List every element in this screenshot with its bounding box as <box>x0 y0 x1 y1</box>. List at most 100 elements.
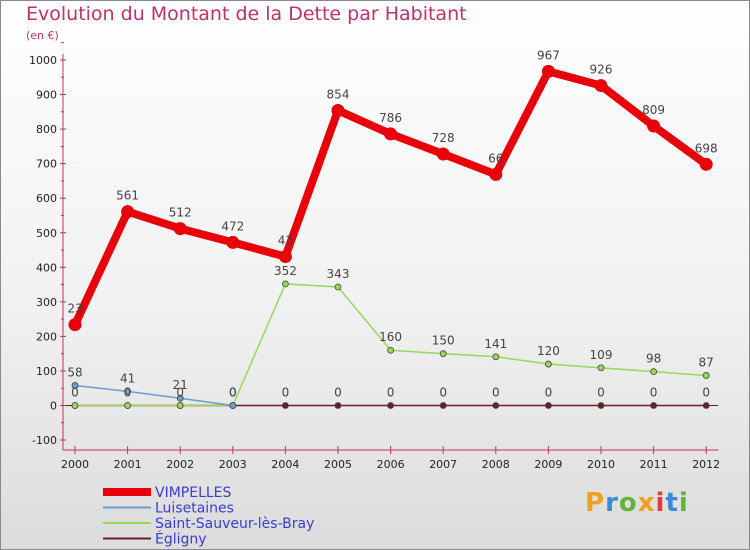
chart-subtitle: (en €) <box>26 29 59 42</box>
data-label: 0 <box>702 386 710 400</box>
data-point <box>594 79 608 93</box>
data-point <box>647 119 661 133</box>
data-label: 343 <box>327 267 350 281</box>
y-tick-label: 1000 <box>29 54 57 67</box>
data-point <box>173 222 187 236</box>
data-point <box>545 402 552 409</box>
data-label: 0 <box>439 386 447 400</box>
data-point <box>334 283 342 291</box>
data-label: 0 <box>176 386 184 400</box>
x-tick-label: 2009 <box>534 458 562 471</box>
data-label: 352 <box>274 264 297 278</box>
data-point <box>226 235 240 249</box>
data-label: 472 <box>221 219 244 233</box>
data-label: 58 <box>67 365 82 379</box>
y-tick-label: 300 <box>36 296 57 309</box>
data-label: 728 <box>432 131 455 145</box>
data-point <box>384 127 398 141</box>
data-point <box>492 402 500 409</box>
data-label: 98 <box>646 352 661 366</box>
data-point <box>229 402 237 409</box>
data-label: 809 <box>642 103 665 117</box>
data-point <box>176 402 184 409</box>
y-tick-label: 200 <box>36 330 57 343</box>
y-tick-label: 700 <box>36 158 57 171</box>
data-point <box>439 402 447 409</box>
x-tick-label: 2006 <box>377 458 405 471</box>
data-point <box>278 250 292 264</box>
data-label: 0 <box>650 386 658 400</box>
chart-title: Evolution du Montant de la Dette par Hab… <box>26 3 467 25</box>
data-point <box>121 205 135 219</box>
data-label: 967 <box>537 48 560 62</box>
data-label: 0 <box>229 386 237 400</box>
y-tick-label: 100 <box>36 365 57 378</box>
data-label: 43 <box>278 234 293 248</box>
x-tick-label: 2005 <box>324 458 352 471</box>
data-label: 0 <box>492 386 500 400</box>
y-tick-label: 400 <box>36 261 57 274</box>
data-point <box>541 64 555 78</box>
data-label: 0 <box>545 386 553 400</box>
y-tick-label: 500 <box>36 227 57 240</box>
data-label: 698 <box>695 141 718 155</box>
legend: VIMPELLESLuisetainesSaint-Sauveur-lès-Br… <box>103 485 314 548</box>
x-tick-label: 2004 <box>271 458 299 471</box>
data-label: 21 <box>173 378 188 392</box>
data-label: 0 <box>71 386 79 400</box>
series-line <box>74 384 234 407</box>
series-line <box>71 67 711 329</box>
data-point <box>492 353 500 361</box>
x-tick-label: 2001 <box>114 458 142 471</box>
data-point <box>71 382 79 389</box>
data-point <box>281 280 289 288</box>
data-point <box>281 402 289 409</box>
data-point <box>71 402 79 409</box>
data-point <box>489 167 503 181</box>
data-label: 109 <box>590 348 613 362</box>
data-label: 0 <box>229 386 237 400</box>
x-tick-label: 2003 <box>219 458 247 471</box>
data-label: 150 <box>432 334 455 348</box>
data-label: 926 <box>590 63 613 77</box>
data-point <box>597 364 605 372</box>
data-label: 141 <box>484 337 507 351</box>
data-point <box>124 402 131 409</box>
data-point <box>331 103 345 117</box>
data-label: 87 <box>699 355 714 369</box>
data-label: 0 <box>334 386 342 400</box>
data-label: 0 <box>597 386 605 400</box>
data-point <box>387 346 395 354</box>
y-tick-label: 800 <box>36 123 57 136</box>
x-tick-label: 2011 <box>640 458 668 471</box>
data-point <box>650 368 657 376</box>
data-point <box>702 402 710 409</box>
x-tick-label: 2002 <box>166 458 194 471</box>
x-tick-label: 2007 <box>429 458 457 471</box>
data-point <box>68 318 82 332</box>
data-label: 160 <box>379 330 402 344</box>
data-point <box>439 350 447 358</box>
data-point <box>650 402 657 409</box>
data-point <box>545 360 552 368</box>
data-point <box>597 402 605 409</box>
legend-label: Égligny <box>155 531 207 548</box>
proxiti-logo: Proxiti <box>585 488 689 518</box>
data-label: 512 <box>169 206 192 220</box>
x-tick-label: 2010 <box>587 458 615 471</box>
data-label: 854 <box>327 87 350 101</box>
y-tick-label: 900 <box>36 89 57 102</box>
y-tick-label: -100 <box>32 434 57 447</box>
data-label: 23 <box>67 302 82 316</box>
legend-label: VIMPELLES <box>155 485 232 501</box>
data-label: 66 <box>488 151 503 165</box>
legend-label: Luisetaines <box>155 501 234 517</box>
data-point <box>699 157 713 171</box>
data-labels: 23 561 512 472 43 854 786 728 66 967 926 809 698 58 41… <box>67 48 717 399</box>
data-label: 0 <box>124 386 132 400</box>
y-tick-label: 600 <box>36 192 57 205</box>
series-layer <box>68 64 713 409</box>
data-point <box>334 402 342 409</box>
